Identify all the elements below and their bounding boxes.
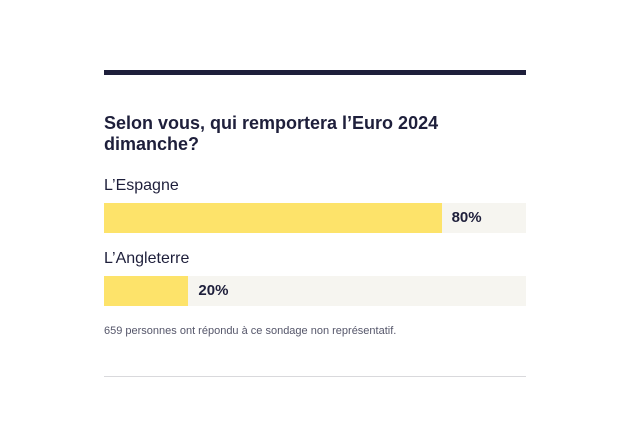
result-bar-track: 20% xyxy=(104,276,526,306)
poll-option-england[interactable]: L’Angleterre 20% xyxy=(104,249,526,306)
result-bar-fill xyxy=(104,203,442,233)
result-bar-fill xyxy=(104,276,189,306)
poll-option-label: L’Angleterre xyxy=(104,250,190,267)
bottom-divider xyxy=(104,376,526,377)
result-bar-track: 80% xyxy=(104,203,526,233)
poll-footnote: 659 personnes ont répondu à ce sondage n… xyxy=(104,325,397,337)
poll-option-label: L’Espagne xyxy=(104,177,179,194)
poll-option-spain[interactable]: L’Espagne 80% xyxy=(104,176,526,233)
top-divider xyxy=(104,70,526,75)
poll-widget: Selon vous, qui remportera l’Euro 2024 d… xyxy=(104,70,526,349)
result-percent: 80% xyxy=(451,209,482,226)
result-percent: 20% xyxy=(198,282,229,299)
poll-question: Selon vous, qui remportera l’Euro 2024 d… xyxy=(104,113,439,154)
